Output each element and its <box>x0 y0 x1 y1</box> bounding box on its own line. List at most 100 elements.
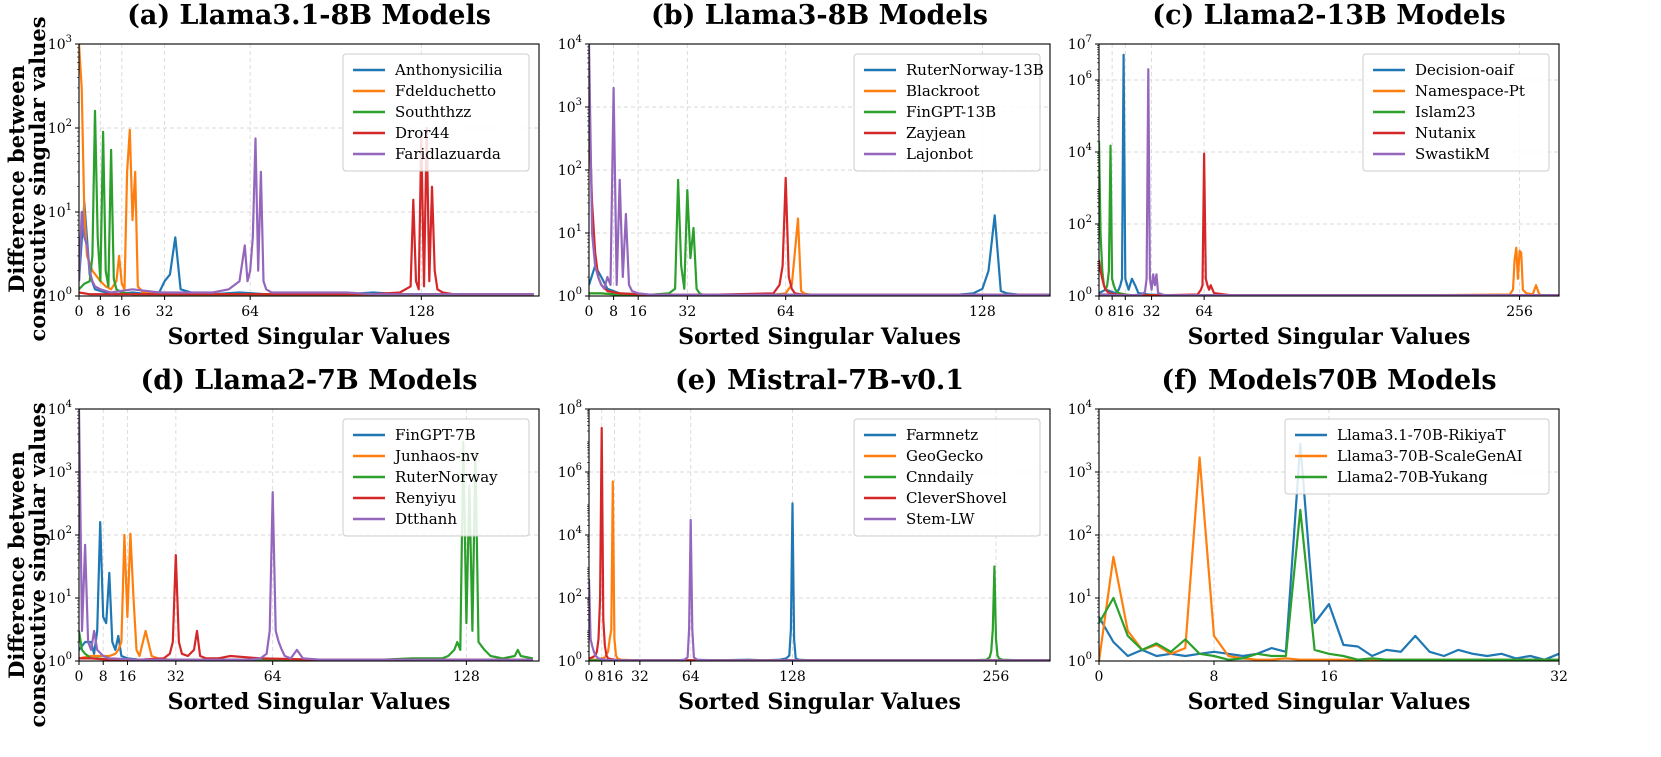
legend-label: Faridlazuarda <box>395 145 501 163</box>
y-tick-exponent: 0 <box>1086 286 1092 297</box>
legend: FinGPT-7B Junhaos-nv RuterNorway Renyiyu Dtt… <box>342 418 530 537</box>
x-tick-label: 32 <box>631 669 649 685</box>
y-tick-base: 10 <box>48 528 66 544</box>
axes-frame <box>78 43 540 297</box>
y-tick-exponent: 1 <box>66 588 72 599</box>
x-tick-label: 128 <box>408 304 435 320</box>
x-tick-label: 64 <box>241 304 259 320</box>
legend-label: Llama2-70B-Yukang <box>1337 468 1488 486</box>
x-tick-label: 0 <box>585 304 594 320</box>
x-tick-label: 16 <box>629 304 647 320</box>
series-group <box>79 44 534 296</box>
y-tick-exponent: 1 <box>1086 588 1092 599</box>
y-tick-label: 100 <box>48 286 72 305</box>
y-tick-base: 10 <box>48 37 66 53</box>
legend-label: Junhaos-nv <box>393 447 479 465</box>
x-tick-label: 8 <box>1210 669 1219 685</box>
x-tick-label: 64 <box>777 304 795 320</box>
legend-box <box>1362 53 1550 172</box>
series-line-5 <box>1099 68 1559 296</box>
y-tick-exponent: 4 <box>1086 142 1092 153</box>
x-tick-label: 8 <box>1108 304 1117 320</box>
y-tick-base: 10 <box>1068 465 1086 481</box>
x-tick-label: 128 <box>969 304 996 320</box>
y-tick-base: 10 <box>48 465 66 481</box>
x-tick-label: 32 <box>1550 669 1568 685</box>
y-tick-exponent: 7 <box>1086 34 1092 45</box>
legend-label: Lajonbot <box>906 145 973 163</box>
x-axis-label: Sorted Singular Values <box>678 324 961 350</box>
y-axis-label-bottom-text: Difference between consecutive singular … <box>4 402 50 727</box>
x-tick-label: 128 <box>453 669 480 685</box>
y-tick-exponent: 1 <box>576 223 582 234</box>
y-tick-base: 10 <box>1068 145 1086 161</box>
y-tick-label: 100 <box>48 651 72 670</box>
y-tick-base: 10 <box>558 37 576 53</box>
series-line-2 <box>1099 246 1559 296</box>
legend-label: Fdelduchetto <box>395 82 496 100</box>
legend-label: FinGPT-13B <box>906 103 996 121</box>
series-line-4 <box>79 126 534 296</box>
legend-label: CleverShovel <box>906 489 1007 507</box>
legend-label: Namespace-Pt <box>1415 82 1525 100</box>
series-line-4 <box>1099 152 1559 296</box>
legend-label: Zayjean <box>906 124 966 142</box>
legend-box <box>1284 418 1550 495</box>
legend-label: GeoGecko <box>906 447 983 465</box>
x-tick-label: 16 <box>119 669 137 685</box>
series-group <box>79 409 534 661</box>
x-axis-label: Sorted Singular Values <box>1188 689 1471 715</box>
y-tick-label: 102 <box>48 525 72 544</box>
y-tick-base: 10 <box>558 654 576 670</box>
y-tick-exponent: 0 <box>576 651 582 662</box>
y-tick-base: 10 <box>1068 73 1086 89</box>
y-axis-label-top-line2: consecutive singular values <box>25 16 50 342</box>
legend-label: Blackroot <box>906 82 980 100</box>
y-tick-base: 10 <box>558 289 576 305</box>
legend: Farmnetz GeoGecko Cnndaily CleverShovel Stem… <box>853 418 1041 537</box>
x-tick-label: 0 <box>75 304 84 320</box>
y-tick-base: 10 <box>558 591 576 607</box>
series-line-3 <box>589 178 1050 296</box>
y-tick-label: 100 <box>1068 651 1092 670</box>
legend-box <box>853 418 1041 537</box>
series-line-5 <box>79 137 534 296</box>
x-tick-label: 32 <box>1143 304 1161 320</box>
y-tick-label: 106 <box>558 462 582 481</box>
y-tick-base: 10 <box>1068 217 1086 233</box>
y-tick-label: 104 <box>558 525 582 544</box>
y-tick-base: 10 <box>1068 402 1086 418</box>
legend-box <box>853 53 1041 172</box>
y-tick-label: 108 <box>558 399 582 418</box>
y-tick-label: 104 <box>558 34 582 53</box>
chart-title: (f) Models70B Models <box>1161 365 1496 396</box>
y-tick-exponent: 0 <box>1086 651 1092 662</box>
y-tick-exponent: 0 <box>576 286 582 297</box>
y-tick-base: 10 <box>48 654 66 670</box>
chart-title: (d) Llama2-7B Models <box>140 365 477 396</box>
legend-box <box>342 53 530 172</box>
y-tick-base: 10 <box>1068 591 1086 607</box>
x-tick-label: 64 <box>264 669 282 685</box>
y-tick-label: 104 <box>48 399 72 418</box>
x-tick-label: 8 <box>597 669 606 685</box>
y-tick-base: 10 <box>48 591 66 607</box>
legend-label: SwastikM <box>1415 145 1490 163</box>
y-tick-exponent: 2 <box>1086 214 1092 225</box>
series-line-3 <box>589 565 1050 661</box>
y-tick-label: 101 <box>558 223 582 242</box>
x-tick-label: 16 <box>1116 304 1134 320</box>
y-tick-base: 10 <box>1068 289 1086 305</box>
x-tick-label: 128 <box>779 669 806 685</box>
legend-label: RuterNorway <box>395 468 498 486</box>
x-tick-label: 8 <box>609 304 618 320</box>
legend: RuterNorway-13B Blackroot FinGPT-13B Zayjea… <box>853 53 1044 172</box>
y-tick-exponent: 3 <box>576 97 582 108</box>
chart-title: (e) Mistral-7B-v0.1 <box>675 365 964 396</box>
y-tick-label: 103 <box>558 97 582 116</box>
y-tick-label: 100 <box>558 651 582 670</box>
x-axis-label: Sorted Singular Values <box>1188 324 1471 350</box>
